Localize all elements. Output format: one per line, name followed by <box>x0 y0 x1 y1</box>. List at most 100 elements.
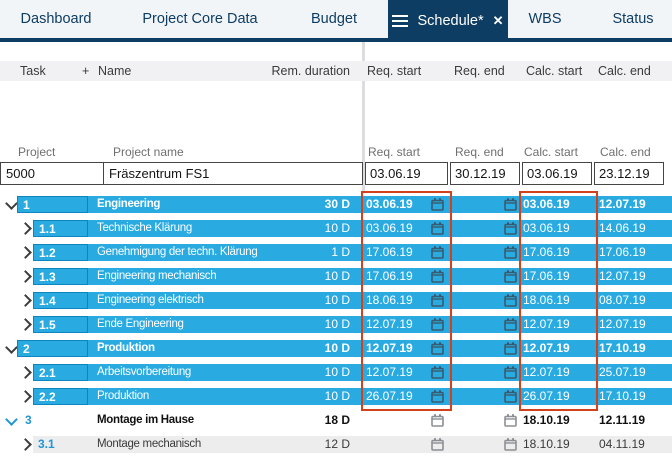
task-name[interactable]: Engineering elektrisch <box>97 294 204 306</box>
task-row[interactable]: 1.1 Technische Klärung 10 D 03.06.19 03.… <box>0 220 672 237</box>
add-column-icon[interactable]: + <box>82 64 90 78</box>
task-number-cell[interactable]: 1.5 <box>33 316 88 333</box>
task-row[interactable]: 2.2 Produktion 10 D 26.07.19 26.07.19 17… <box>0 388 672 405</box>
task-duration[interactable]: 10 D <box>324 221 350 235</box>
chevron-right-icon[interactable] <box>19 294 32 307</box>
task-number-cell[interactable]: 2.1 <box>33 364 88 381</box>
project-name-field[interactable]: Fräszentrum FS1 <box>109 166 210 181</box>
calendar-icon[interactable] <box>431 318 444 331</box>
calendar-icon[interactable] <box>431 294 444 307</box>
chevron-right-icon[interactable] <box>19 270 32 283</box>
col-header-req-end[interactable]: Req. end <box>454 64 505 78</box>
task-name[interactable]: Engineering mechanisch <box>97 270 217 282</box>
calendar-icon[interactable] <box>431 366 444 379</box>
req-start-value[interactable]: 03.06.19 <box>366 221 413 235</box>
project-req-start-field[interactable]: 03.06.19 <box>365 162 448 185</box>
task-row[interactable]: 3 Montage im Hause 18 D 18.10.19 12.11.1… <box>0 412 672 429</box>
calendar-icon[interactable] <box>504 366 517 379</box>
chevron-right-icon[interactable] <box>19 246 32 259</box>
calendar-icon[interactable] <box>504 438 517 451</box>
tab-budget[interactable]: Budget <box>311 11 357 27</box>
task-name[interactable]: Technische Klärung <box>97 222 192 234</box>
calendar-icon[interactable] <box>431 270 444 283</box>
task-duration[interactable]: 10 D <box>324 293 350 307</box>
task-number-cell[interactable]: 2.2 <box>33 388 88 405</box>
project-req-end-field[interactable]: 30.12.19 <box>450 162 520 185</box>
task-number-cell[interactable]: 2 <box>17 340 88 357</box>
calendar-icon[interactable] <box>504 390 517 403</box>
chevron-down-icon[interactable] <box>5 197 18 210</box>
req-start-value[interactable]: 03.06.19 <box>366 197 413 211</box>
chevron-right-icon[interactable] <box>19 438 32 451</box>
task-number-cell[interactable]: 3 <box>25 413 32 427</box>
task-number-cell[interactable]: 1 <box>17 196 88 213</box>
task-row[interactable]: 2 Produktion 10 D 12.07.19 12.07.19 17.1… <box>0 340 672 357</box>
col-header-task[interactable]: Task <box>20 64 46 78</box>
calendar-icon[interactable] <box>431 438 444 451</box>
chevron-right-icon[interactable] <box>19 366 32 379</box>
task-row[interactable]: 3.1 Montage mechanisch 12 D 18.10.19 04.… <box>0 436 672 453</box>
calendar-icon[interactable] <box>504 342 517 355</box>
calendar-icon[interactable] <box>431 342 444 355</box>
calendar-icon[interactable] <box>431 246 444 259</box>
calendar-icon[interactable] <box>504 222 517 235</box>
task-duration[interactable]: 10 D <box>324 317 350 331</box>
tab-project-core-data[interactable]: Project Core Data <box>142 11 258 27</box>
task-name[interactable]: Montage mechanisch <box>97 438 201 450</box>
req-start-value[interactable]: 17.06.19 <box>366 269 413 283</box>
close-icon[interactable]: ✕ <box>492 13 504 28</box>
calendar-icon[interactable] <box>504 270 517 283</box>
chevron-right-icon[interactable] <box>19 390 32 403</box>
project-id-field[interactable]: 5000 <box>1 163 104 184</box>
chevron-down-icon[interactable] <box>5 341 18 354</box>
task-duration[interactable]: 12 D <box>324 437 350 451</box>
calendar-icon[interactable] <box>431 222 444 235</box>
chevron-right-icon[interactable] <box>19 222 32 235</box>
task-row[interactable]: 1 Engineering 30 D 03.06.19 03.06.19 12.… <box>0 196 672 213</box>
req-start-value[interactable]: 26.07.19 <box>366 389 413 403</box>
calendar-icon[interactable] <box>504 198 517 211</box>
tab-wbs[interactable]: WBS <box>528 11 562 27</box>
col-header-name[interactable]: Name <box>98 64 132 78</box>
calendar-icon[interactable] <box>431 414 444 427</box>
task-duration[interactable]: 30 D <box>324 197 350 211</box>
task-name[interactable]: Arbeitsvorbereitung <box>97 366 192 378</box>
task-duration[interactable]: 10 D <box>324 269 350 283</box>
calendar-icon[interactable] <box>431 198 444 211</box>
task-name[interactable]: Genehmigung der techn. Klärung <box>97 246 258 258</box>
req-start-value[interactable]: 12.07.19 <box>366 365 413 379</box>
task-duration[interactable]: 10 D <box>324 341 350 355</box>
task-number-cell[interactable]: 1.4 <box>33 292 88 309</box>
panel-splitter[interactable] <box>362 42 365 192</box>
task-duration[interactable]: 10 D <box>324 389 350 403</box>
tab-schedule-active[interactable]: Schedule* ✕ <box>388 0 508 42</box>
task-name[interactable]: Produktion <box>97 342 155 354</box>
task-row[interactable]: 1.5 Ende Engineering 10 D 12.07.19 12.07… <box>0 316 672 333</box>
menu-icon[interactable] <box>392 12 409 30</box>
col-header-rem-duration[interactable]: Rem. duration <box>271 64 350 78</box>
chevron-right-icon[interactable] <box>19 318 32 331</box>
task-duration[interactable]: 18 D <box>324 413 350 427</box>
chevron-down-icon[interactable] <box>5 413 18 426</box>
req-start-value[interactable]: 17.06.19 <box>366 245 413 259</box>
calendar-icon[interactable] <box>504 414 517 427</box>
calendar-icon[interactable] <box>504 294 517 307</box>
task-number-cell[interactable]: 3.1 <box>38 437 55 451</box>
task-duration[interactable]: 10 D <box>324 365 350 379</box>
calendar-icon[interactable] <box>504 318 517 331</box>
task-name[interactable]: Montage im Hause <box>97 414 194 426</box>
col-header-calc-end[interactable]: Calc. end <box>598 64 651 78</box>
task-row[interactable]: 1.4 Engineering elektrisch 10 D 18.06.19… <box>0 292 672 309</box>
calendar-icon[interactable] <box>431 390 444 403</box>
task-number-cell[interactable]: 1.2 <box>33 244 88 261</box>
task-duration[interactable]: 1 D <box>331 245 350 259</box>
req-start-value[interactable]: 12.07.19 <box>366 317 413 331</box>
task-row[interactable]: 2.1 Arbeitsvorbereitung 10 D 12.07.19 12… <box>0 364 672 381</box>
task-number-cell[interactable]: 1.3 <box>33 268 88 285</box>
task-row[interactable]: 1.3 Engineering mechanisch 10 D 17.06.19… <box>0 268 672 285</box>
task-name[interactable]: Produktion <box>97 390 149 402</box>
req-start-value[interactable]: 18.06.19 <box>366 293 413 307</box>
tab-status[interactable]: Status <box>612 11 654 27</box>
calendar-icon[interactable] <box>504 246 517 259</box>
tab-dashboard[interactable]: Dashboard <box>20 11 92 27</box>
